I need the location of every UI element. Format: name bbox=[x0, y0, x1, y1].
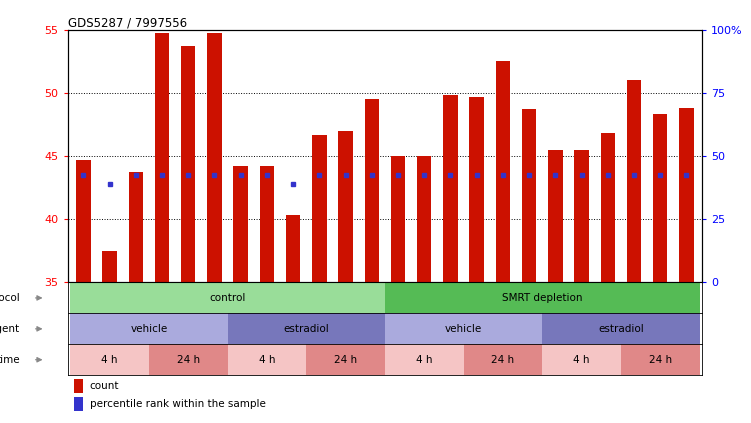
Text: agent: agent bbox=[0, 324, 20, 334]
Text: 24 h: 24 h bbox=[334, 355, 357, 365]
Bar bbox=[70, 283, 385, 313]
Bar bbox=[621, 344, 700, 375]
Bar bbox=[149, 344, 228, 375]
Bar bbox=[542, 313, 700, 344]
Bar bbox=[653, 114, 668, 283]
Text: estradiol: estradiol bbox=[283, 324, 329, 334]
Bar bbox=[417, 156, 431, 283]
Bar bbox=[207, 33, 222, 283]
Bar bbox=[575, 150, 589, 283]
Bar bbox=[627, 80, 641, 283]
Bar bbox=[228, 313, 385, 344]
Bar bbox=[234, 166, 248, 283]
Text: 24 h: 24 h bbox=[491, 355, 514, 365]
Text: GDS5287 / 7997556: GDS5287 / 7997556 bbox=[68, 16, 187, 30]
Text: percentile rank within the sample: percentile rank within the sample bbox=[90, 398, 266, 409]
Bar bbox=[228, 344, 306, 375]
Bar bbox=[312, 135, 327, 283]
Bar bbox=[385, 344, 463, 375]
Bar bbox=[155, 33, 169, 283]
Bar bbox=[496, 61, 510, 283]
Bar bbox=[74, 379, 83, 393]
Bar bbox=[522, 109, 536, 283]
Text: 24 h: 24 h bbox=[176, 355, 200, 365]
Bar bbox=[542, 344, 621, 375]
Bar bbox=[286, 215, 300, 283]
Text: SMRT depletion: SMRT depletion bbox=[502, 293, 583, 303]
Bar bbox=[102, 251, 116, 283]
Text: vehicle: vehicle bbox=[445, 324, 482, 334]
Text: count: count bbox=[90, 381, 119, 391]
Bar bbox=[385, 283, 700, 313]
Text: 4 h: 4 h bbox=[258, 355, 275, 365]
Text: estradiol: estradiol bbox=[598, 324, 644, 334]
Text: 24 h: 24 h bbox=[649, 355, 672, 365]
Bar bbox=[70, 313, 228, 344]
Bar bbox=[548, 150, 562, 283]
Bar bbox=[76, 160, 91, 283]
Bar bbox=[443, 95, 457, 283]
Bar bbox=[601, 133, 615, 283]
Bar bbox=[306, 344, 385, 375]
Text: 4 h: 4 h bbox=[101, 355, 118, 365]
Text: control: control bbox=[210, 293, 246, 303]
Bar bbox=[463, 344, 542, 375]
Bar bbox=[181, 46, 195, 283]
Bar bbox=[339, 131, 353, 283]
Bar bbox=[469, 96, 484, 283]
Bar bbox=[364, 99, 379, 283]
Text: protocol: protocol bbox=[0, 293, 20, 303]
Text: time: time bbox=[0, 355, 20, 365]
Bar bbox=[74, 397, 83, 411]
Bar bbox=[385, 313, 542, 344]
Bar bbox=[679, 108, 694, 283]
Bar bbox=[391, 156, 406, 283]
Bar bbox=[260, 166, 274, 283]
Text: 4 h: 4 h bbox=[573, 355, 590, 365]
Text: vehicle: vehicle bbox=[130, 324, 167, 334]
Bar bbox=[70, 344, 149, 375]
Text: 4 h: 4 h bbox=[416, 355, 433, 365]
Bar bbox=[128, 173, 143, 283]
